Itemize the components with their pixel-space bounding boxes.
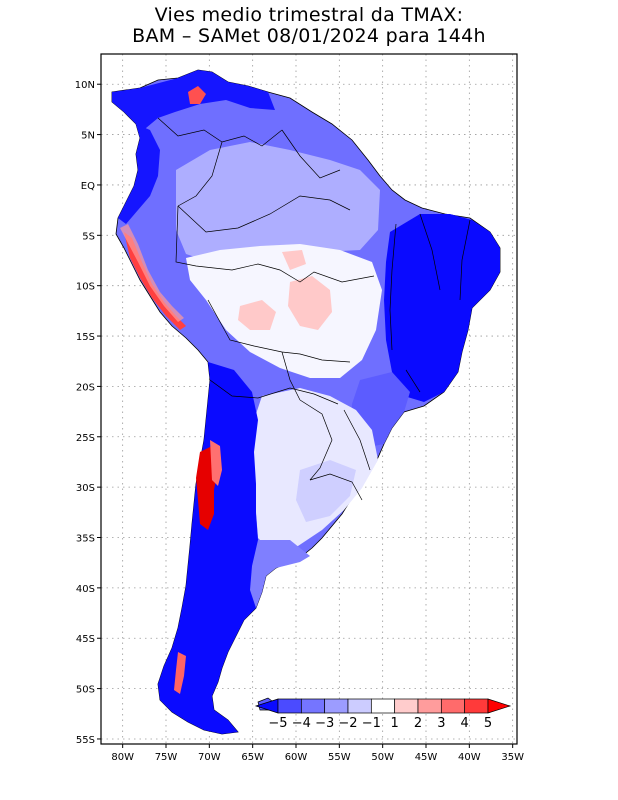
longitude-tick-label: 60W: [285, 752, 308, 763]
latitude-tick-label: 55S: [76, 735, 95, 746]
colorbar: −5 −4 −3 −2 −1 1 2 3 4 5: [254, 698, 512, 731]
colorbar-box: [394, 698, 419, 714]
latitude-tick-label: 10S: [76, 282, 95, 293]
colorbar-box: [440, 698, 466, 714]
colorbar-label: −5: [268, 716, 287, 731]
colorbar-box: [417, 698, 442, 714]
latitude-tick-label: 40S: [76, 584, 95, 595]
colorbar-box: [324, 698, 349, 714]
latitude-tick-label: 45S: [76, 634, 95, 645]
colorbar-label: 5: [484, 716, 492, 731]
latitude-tick-label: 5S: [82, 231, 95, 242]
map-frame: [100, 53, 518, 745]
longitude-tick-label: 45W: [415, 752, 438, 763]
latitude-tick-label: EQ: [81, 181, 95, 192]
bias-field: [111, 69, 501, 735]
latitude-tick-label: 30S: [76, 483, 95, 494]
colorbar-label: 2: [414, 716, 422, 731]
colorbar-box: [277, 698, 302, 714]
latitude-tick-label: 5N: [81, 131, 95, 142]
latitude-tick-label: 35S: [76, 534, 95, 545]
latitude-tick-label: 50S: [76, 685, 95, 696]
longitude-tick-label: 70W: [198, 752, 221, 763]
longitude-tick-label: 40W: [458, 752, 481, 763]
colorbar-label: 4: [461, 716, 469, 731]
colorbar-label: −3: [315, 716, 334, 731]
colorbar-label: −4: [292, 716, 311, 731]
longitude-tick-label: 75W: [155, 752, 178, 763]
colorbar-label: −2: [338, 716, 357, 731]
colorbar-label: −1: [362, 716, 381, 731]
colorbar-max-arrow: [487, 698, 512, 714]
map-title-line1: Vies medio trimestral da TMAX:: [154, 4, 464, 26]
latitude-tick-label: 15S: [76, 332, 95, 343]
latitude-axis: 10N 5N EQ 5S 10S 15S 20S 25S 30S 35S 40S 45S 50S 55S: [75, 80, 101, 746]
longitude-axis: 80W 75W 70W 65W 60W 55W 50W 45W 40W 35W: [111, 744, 524, 763]
colorbar-box: [347, 698, 372, 714]
longitude-tick-label: 80W: [111, 752, 134, 763]
longitude-tick-label: 65W: [241, 752, 264, 763]
map-title-line2: BAM – SAMet 08/01/2024 para 144h: [132, 25, 486, 47]
colorbar-box: [300, 698, 326, 714]
colorbar-box: [370, 698, 396, 714]
longitude-tick-label: 35W: [501, 752, 524, 763]
colorbar-label: 3: [437, 716, 445, 731]
latitude-tick-label: 10N: [75, 80, 95, 91]
country-borders: [157, 117, 471, 501]
colorbar-label: 1: [391, 716, 399, 731]
longitude-tick-label: 50W: [371, 752, 394, 763]
colorbar-box: [464, 698, 489, 714]
latitude-tick-label: 20S: [76, 382, 95, 393]
longitude-tick-label: 55W: [328, 752, 351, 763]
latitude-tick-label: 25S: [76, 433, 95, 444]
